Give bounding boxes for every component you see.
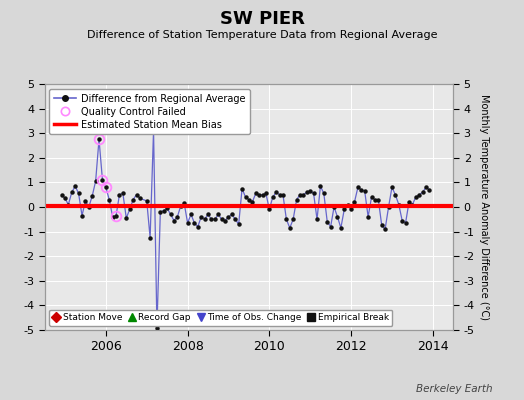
Legend: Station Move, Record Gap, Time of Obs. Change, Empirical Break: Station Move, Record Gap, Time of Obs. C… <box>49 310 392 326</box>
Text: Difference of Station Temperature Data from Regional Average: Difference of Station Temperature Data f… <box>87 30 437 40</box>
Y-axis label: Monthly Temperature Anomaly Difference (°C): Monthly Temperature Anomaly Difference (… <box>479 94 489 320</box>
Text: Berkeley Earth: Berkeley Earth <box>416 384 493 394</box>
Text: SW PIER: SW PIER <box>220 10 304 28</box>
